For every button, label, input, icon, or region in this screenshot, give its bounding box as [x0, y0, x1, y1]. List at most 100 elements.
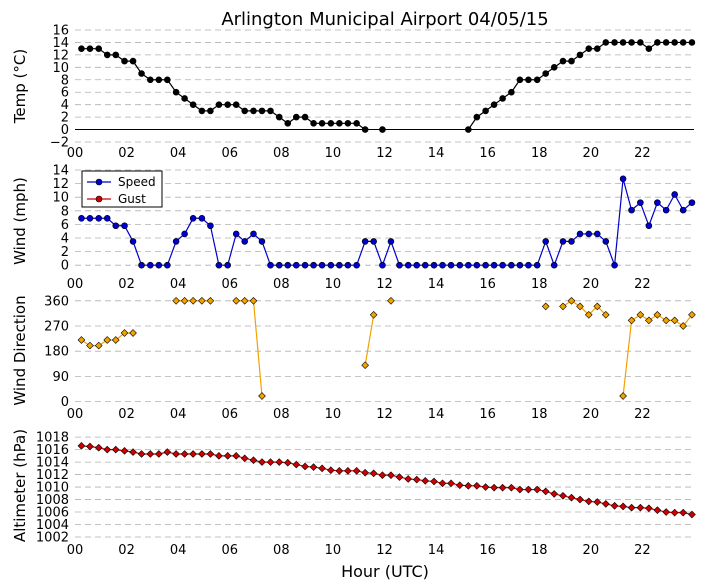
x-tick-label: 02 — [118, 407, 135, 422]
data-point — [155, 76, 163, 84]
data-point — [258, 238, 266, 245]
legend-marker — [95, 195, 103, 203]
data-point — [550, 261, 558, 269]
data-point — [77, 442, 86, 450]
y-tick-label: 10 — [52, 191, 69, 206]
data-point — [181, 95, 188, 102]
data-point — [275, 261, 283, 269]
data-point — [78, 214, 85, 222]
data-point — [198, 214, 206, 222]
y-tick-label: 90 — [52, 370, 69, 385]
data-point — [516, 485, 524, 494]
y-axis-label: Wind (mph) — [11, 177, 29, 265]
data-point — [404, 475, 413, 483]
data-point — [344, 261, 352, 269]
data-point — [112, 222, 120, 230]
data-point — [524, 485, 533, 494]
data-point — [258, 458, 266, 466]
data-point — [344, 467, 352, 475]
y-tick-label: 6 — [61, 218, 69, 233]
data-point — [361, 126, 369, 133]
legend-label-gust: Gust — [118, 192, 146, 206]
data-point — [361, 361, 369, 370]
data-point — [464, 481, 473, 490]
y-tick-label: 4 — [61, 98, 69, 113]
data-point — [525, 76, 532, 84]
y-tick-label: 1014 — [36, 456, 69, 471]
y-tick-label: 0 — [61, 123, 69, 138]
y-axis-label: Wind Direction — [11, 295, 29, 405]
x-tick-label: 00 — [67, 146, 84, 161]
data-point — [155, 261, 163, 269]
data-point — [490, 261, 498, 269]
data-point — [327, 120, 335, 127]
data-point — [627, 503, 636, 512]
y-tick-label: 0 — [61, 395, 69, 410]
data-point — [232, 101, 240, 108]
data-point — [379, 126, 386, 133]
data-point — [353, 261, 360, 269]
x-tick-label: 22 — [634, 277, 651, 292]
data-point — [267, 107, 274, 115]
x-tick-label: 04 — [170, 277, 187, 292]
data-point — [550, 64, 558, 71]
data-point — [301, 261, 309, 269]
x-tick-label: 10 — [325, 146, 342, 161]
x-tick-label: 16 — [479, 407, 496, 422]
data-point — [654, 39, 661, 46]
y-axis-label: Temp (°C) — [11, 49, 29, 124]
data-point — [568, 238, 575, 245]
x-tick-label: 20 — [583, 407, 600, 422]
x-tick-label: 20 — [583, 146, 600, 161]
data-point — [498, 483, 507, 492]
data-point — [369, 469, 378, 478]
data-point — [593, 230, 601, 238]
y-axis-label: Altimeter (hPa) — [11, 429, 29, 542]
data-point — [473, 481, 481, 490]
data-point — [292, 460, 301, 469]
data-point — [542, 70, 549, 77]
data-point — [628, 206, 635, 214]
data-point — [525, 261, 532, 269]
data-point — [370, 238, 377, 245]
series-line-speed — [81, 178, 693, 267]
data-point — [77, 336, 86, 344]
x-tick-label: 14 — [428, 277, 445, 292]
y-tick-label: 1004 — [36, 518, 69, 533]
data-point — [387, 296, 395, 305]
data-point — [627, 316, 636, 325]
data-point — [207, 222, 214, 230]
data-point — [465, 261, 472, 269]
data-point — [327, 261, 335, 269]
data-point — [688, 510, 696, 519]
data-point — [601, 310, 610, 319]
data-point — [137, 450, 146, 458]
data-point — [688, 310, 696, 319]
data-point — [611, 39, 618, 46]
y-tick-label: 12 — [52, 177, 69, 192]
data-point — [172, 450, 180, 458]
data-point — [301, 113, 309, 121]
data-point — [619, 175, 627, 183]
data-point — [147, 76, 154, 84]
data-point — [121, 222, 128, 230]
data-point — [111, 445, 120, 454]
data-point — [508, 261, 515, 269]
data-point — [670, 316, 679, 325]
panel-direction: 0 90 180 270 360 00 02 04 06 08 10 12 14 16 18 20 22 Wind… — [11, 294, 696, 422]
data-point — [275, 113, 283, 121]
data-point — [284, 261, 292, 269]
data-point — [258, 392, 266, 400]
data-point — [439, 261, 446, 269]
data-point — [258, 107, 266, 115]
data-point — [688, 199, 696, 206]
data-point — [637, 199, 644, 206]
data-point — [198, 107, 206, 115]
data-point — [111, 336, 120, 344]
data-point — [576, 230, 584, 238]
data-point — [585, 45, 593, 52]
data-point — [86, 341, 94, 350]
data-point — [628, 39, 635, 46]
data-point — [576, 51, 584, 59]
